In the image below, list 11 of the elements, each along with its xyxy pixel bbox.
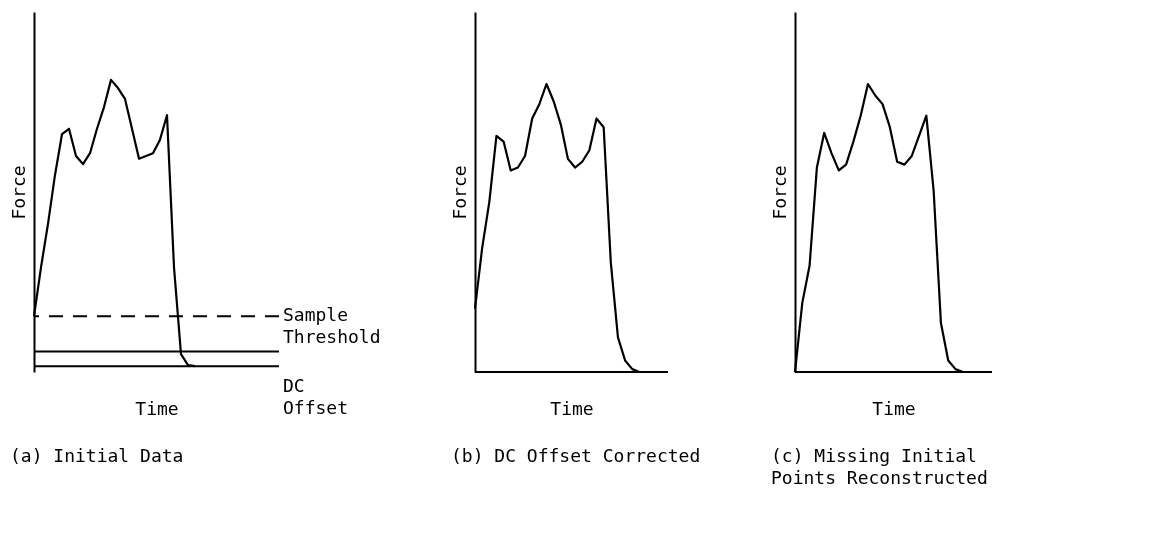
ref-line-label: Sample Threshold	[283, 304, 381, 348]
text: (b) DC Offset Corrected	[451, 445, 701, 466]
text: (a) Initial Data	[10, 445, 184, 467]
text: (c) Missing Initial Points Reconstructed	[771, 445, 988, 488]
y-axis-title: Force	[7, 165, 29, 220]
x-axis-title: Time	[872, 397, 916, 419]
x-axis-title: Time	[135, 397, 179, 419]
y-axis-title: Force	[448, 165, 470, 220]
x-axis-title: Time	[550, 397, 594, 419]
y-axis-title: Force	[768, 165, 790, 220]
ref-line-label: DC Offset	[283, 375, 349, 419]
